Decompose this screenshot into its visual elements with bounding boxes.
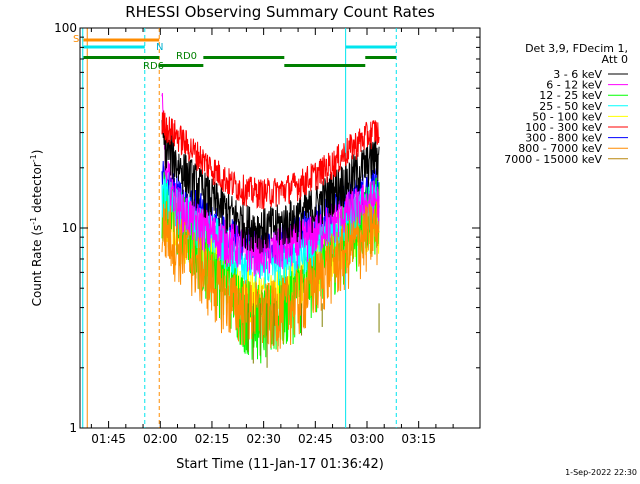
rd6-label: RD6 [143, 61, 164, 72]
legend-entry-label: 50 - 100 keV [532, 110, 602, 123]
series-line-100to300keV [161, 110, 380, 211]
y-axis-label: Count Rate (s-1 detector-1) [29, 150, 44, 307]
night-label: N [156, 42, 163, 53]
series-line-800to7000keV [161, 201, 380, 352]
legend-entry-label: 7000 - 15000 keV [504, 153, 602, 166]
rd0-label: RD0 [176, 51, 197, 62]
legend-entry-label: 25 - 50 keV [539, 100, 602, 113]
x-axis-label: Start Time (11-Jan-17 01:36:42) [176, 457, 384, 472]
legend-entry-label: 100 - 300 keV [525, 121, 602, 134]
y-tick-label: 1 [69, 421, 77, 435]
legend-entry-label: 3 - 6 keV [553, 68, 602, 81]
chart-title: RHESSI Observing Summary Count Rates [125, 3, 435, 21]
x-tick-label: 02:15 [195, 432, 230, 446]
x-tick-label: 02:00 [143, 432, 178, 446]
legend-entry-label: 800 - 7000 keV [518, 142, 602, 155]
legend-entry-label: 300 - 800 keV [525, 132, 602, 145]
legend-header-line-1: Det 3,9, FDecim 1, [525, 42, 628, 55]
status-bars: S N RD0 RD6 [73, 34, 397, 72]
legend-entry-label: 6 - 12 keV [546, 79, 602, 92]
y-tick-label: 100 [54, 21, 77, 35]
series-layer [161, 92, 380, 368]
axes-layer: 01:45 02:00 02:15 02:30 02:45 03:00 03:15 1 10 10… [54, 21, 480, 446]
x-tick-label: 01:45 [91, 432, 126, 446]
legend-entry-label: 12 - 25 keV [539, 89, 602, 102]
series-line-3to6keV [161, 120, 380, 254]
series-line-6to12keV [161, 92, 380, 278]
legend-header-line-2: Att 0 [602, 53, 628, 66]
x-tick-label: 03:15 [401, 432, 436, 446]
x-tick-label: 03:00 [350, 432, 385, 446]
x-tick-label: 02:30 [246, 432, 281, 446]
orbit-event-lines [82, 28, 397, 428]
saa-label: S [73, 34, 79, 45]
x-tick-label: 02:45 [298, 432, 333, 446]
y-tick-label: 10 [62, 221, 77, 235]
footer-date: 1-Sep-2022 22:30 [565, 468, 637, 477]
